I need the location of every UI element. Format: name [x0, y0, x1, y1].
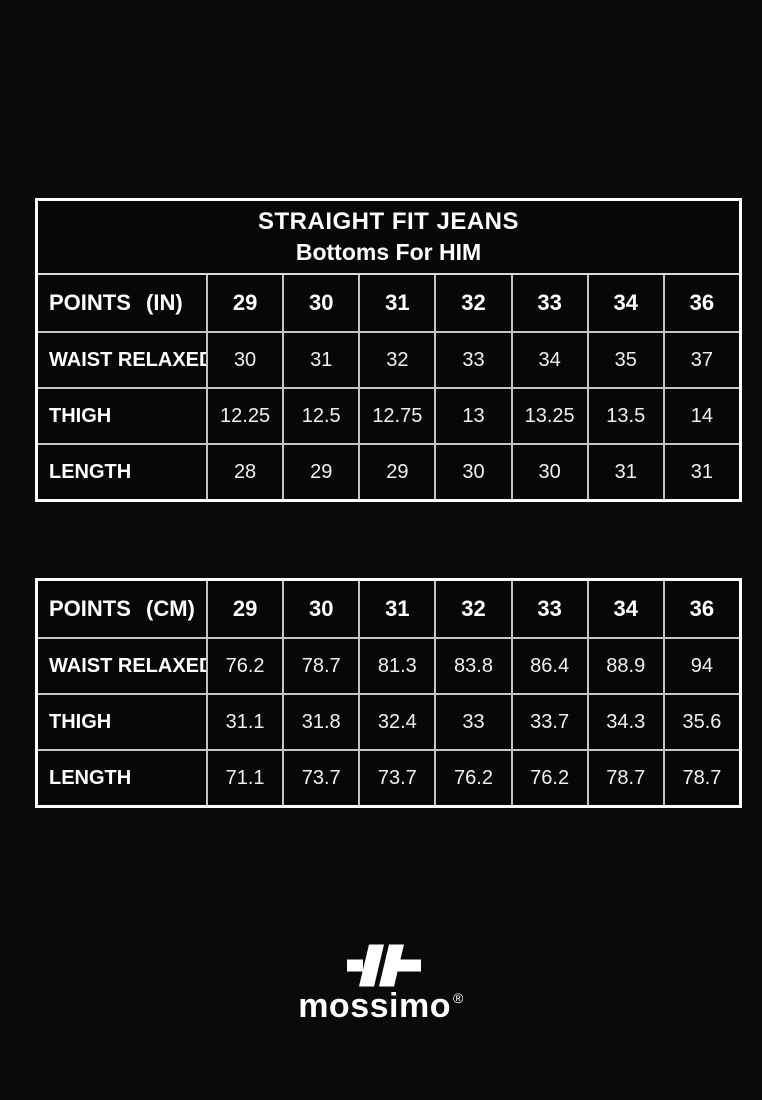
- cell-value: 31: [310, 348, 333, 371]
- row-label: LENGTH: [49, 460, 132, 483]
- cell-value: 13.25: [524, 404, 575, 427]
- cell-value: 31: [690, 460, 714, 483]
- cell-value: 12.25: [220, 404, 271, 427]
- cell-value: 35.6: [682, 710, 722, 733]
- wordmark-text: mossimo: [298, 987, 451, 1025]
- size-header: 29: [232, 596, 258, 621]
- cm-grid: POINTS (CM) 29 30 31 32 33 34 36 WAIST R…: [38, 581, 739, 805]
- size-header: 31: [385, 596, 410, 621]
- cell-value: 37: [690, 348, 714, 371]
- size-table-cm: POINTS (CM) 29 30 31 32 33 34 36 WAIST R…: [35, 578, 742, 808]
- cell-value: 34.3: [606, 710, 646, 733]
- row-label: THIGH: [49, 404, 112, 427]
- cell-value: 33.7: [530, 710, 570, 733]
- points-cm-header: POINTS (CM): [49, 596, 195, 621]
- size-table-inches: STRAIGHT FIT JEANS Bottoms For HIM POINT…: [35, 198, 742, 502]
- cell-value: 83.8: [454, 654, 493, 677]
- cell-value: 78.7: [606, 766, 646, 789]
- cell-value: 88.9: [606, 654, 646, 677]
- cell-value: 13: [462, 404, 485, 427]
- cell-value: 30: [233, 348, 257, 371]
- mossimo-wordmark: mossimo ®: [298, 989, 464, 1023]
- cell-value: 30: [462, 460, 485, 483]
- cell-value: 12.5: [301, 404, 341, 427]
- cell-value: 35: [614, 348, 637, 371]
- cell-value: 76.2: [454, 766, 493, 789]
- cell-value: 31.8: [301, 710, 341, 733]
- cell-value: 31: [614, 460, 637, 483]
- size-header: 31: [385, 290, 410, 315]
- cell-value: 94: [690, 654, 714, 677]
- chart-title: STRAIGHT FIT JEANS Bottoms For HIM: [38, 201, 739, 275]
- size-header: 29: [232, 290, 258, 315]
- size-header: 33: [537, 290, 562, 315]
- size-header: 34: [613, 290, 639, 315]
- cell-value: 71.1: [225, 766, 265, 789]
- brand-block: mossimo ®: [0, 944, 762, 1023]
- cell-value: 32: [386, 348, 409, 371]
- points-in-header: POINTS (IN): [49, 290, 183, 315]
- row-label: THIGH: [49, 710, 112, 733]
- size-header: 36: [689, 596, 715, 621]
- cell-value: 28: [233, 460, 257, 483]
- row-label: WAIST RELAXED: [49, 348, 206, 371]
- cell-value: 86.4: [530, 654, 570, 677]
- cell-value: 30: [538, 460, 561, 483]
- cell-value: 76.2: [530, 766, 570, 789]
- cell-value: 73.7: [301, 766, 341, 789]
- cell-value: 29: [386, 460, 409, 483]
- cell-value: 14: [690, 404, 714, 427]
- size-header: 34: [613, 596, 639, 621]
- cell-value: 12.75: [372, 404, 423, 427]
- cell-value: 29: [310, 460, 333, 483]
- cell-value: 33: [462, 710, 485, 733]
- size-header: 32: [461, 290, 486, 315]
- cell-value: 33: [462, 348, 485, 371]
- inches-grid: POINTS (IN) 29 30 31 32 33 34 36 WAIST R…: [38, 275, 739, 499]
- size-header: 36: [689, 290, 715, 315]
- cell-value: 34: [538, 348, 561, 371]
- registered-trademark-symbol: ®: [452, 990, 464, 1006]
- size-header: 30: [308, 290, 334, 315]
- cell-value: 13.5: [606, 404, 646, 427]
- chart-title-line2: Bottoms For HIM: [295, 239, 482, 265]
- size-header: 32: [461, 596, 486, 621]
- cell-value: 76.2: [225, 654, 265, 677]
- cell-value: 73.7: [377, 766, 417, 789]
- size-header: 33: [537, 596, 562, 621]
- cell-value: 78.7: [682, 766, 722, 789]
- mossimo-m-logo-icon: [347, 944, 421, 987]
- cell-value: 81.3: [377, 654, 417, 677]
- row-label: LENGTH: [49, 766, 132, 789]
- cell-value: 78.7: [301, 654, 341, 677]
- size-header: 30: [308, 596, 334, 621]
- cell-value: 31.1: [225, 710, 265, 733]
- chart-title-line1: STRAIGHT FIT JEANS: [257, 208, 519, 235]
- row-label: WAIST RELAXED: [49, 654, 206, 677]
- cell-value: 32.4: [377, 710, 417, 733]
